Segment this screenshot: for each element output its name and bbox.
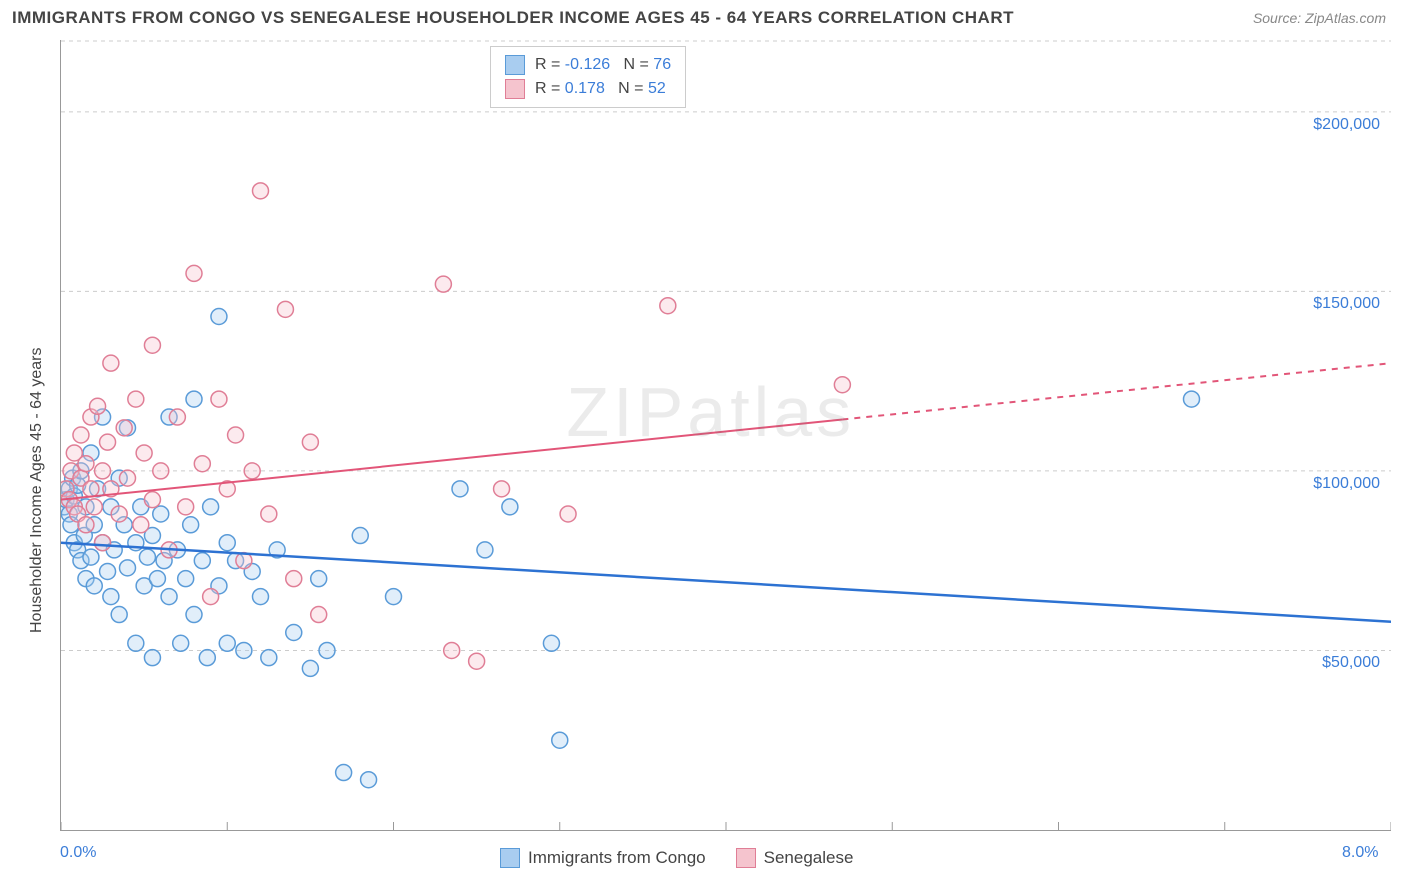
y-axis-label: Householder Income Ages 45 - 64 years xyxy=(28,347,46,633)
legend-label: Immigrants from Congo xyxy=(528,848,706,868)
legend-item: Senegalese xyxy=(736,848,854,868)
series-swatch xyxy=(736,848,756,868)
scatter-svg xyxy=(61,40,1391,830)
legend-item: Immigrants from Congo xyxy=(500,848,706,868)
y-tick-label: $200,000 xyxy=(1300,116,1380,134)
plot-area: ZIPatlas xyxy=(60,40,1391,831)
series-legend: Immigrants from Congo Senegalese xyxy=(500,848,853,868)
y-tick-label: $100,000 xyxy=(1300,475,1380,493)
y-tick-label: $50,000 xyxy=(1300,654,1380,672)
x-axis-min-label: 0.0% xyxy=(60,844,96,862)
stats-text: R = -0.126 N = 76 xyxy=(535,56,671,74)
source-credit: Source: ZipAtlas.com xyxy=(1253,10,1386,26)
stats-row: R = -0.126 N = 76 xyxy=(505,53,671,77)
y-tick-label: $150,000 xyxy=(1300,295,1380,313)
series-swatch xyxy=(505,79,525,99)
stats-text: R = 0.178 N = 52 xyxy=(535,80,666,98)
series-swatch xyxy=(505,55,525,75)
chart-title: IMMIGRANTS FROM CONGO VS SENEGALESE HOUS… xyxy=(12,8,1014,28)
stats-row: R = 0.178 N = 52 xyxy=(505,77,671,101)
legend-label: Senegalese xyxy=(764,848,854,868)
x-axis-max-label: 8.0% xyxy=(1342,844,1378,862)
stats-legend: R = -0.126 N = 76 R = 0.178 N = 52 xyxy=(490,46,686,108)
series-swatch xyxy=(500,848,520,868)
